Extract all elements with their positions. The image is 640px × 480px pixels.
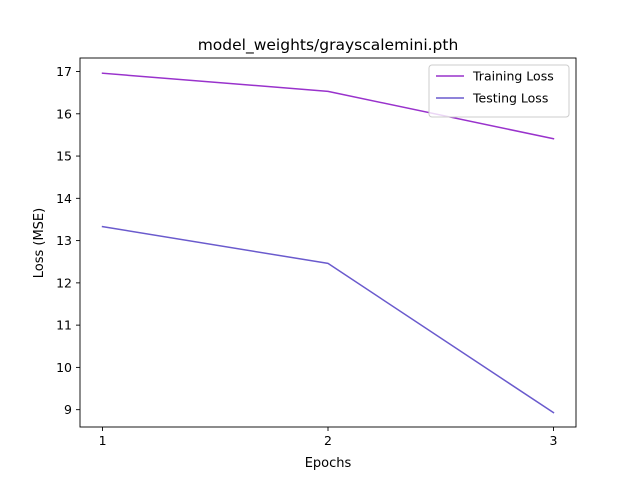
series-line-training-loss: [101, 72, 555, 140]
x-tick-label: 2: [324, 433, 332, 448]
legend-box: [428, 64, 570, 118]
x-axis-title: Epochs: [305, 456, 352, 471]
x-tick-label: 3: [549, 433, 557, 448]
legend-label: Training Loss: [472, 69, 554, 84]
y-axis-title: Loss (MSE): [32, 208, 47, 278]
legend: Training Loss Testing Loss: [428, 64, 570, 118]
y-tick-label: 16: [56, 106, 72, 121]
y-tick-label: 15: [56, 149, 72, 164]
y-tick-label: 13: [56, 233, 72, 248]
y-tick-label: 9: [64, 402, 72, 417]
y-tick-label: 17: [56, 64, 72, 79]
chart-title: model_weights/grayscalemini.pth: [198, 36, 459, 55]
y-tick-label: 14: [56, 191, 72, 206]
x-tick-label: 1: [99, 433, 107, 448]
y-tick-label: 11: [56, 318, 72, 333]
series-line-testing-loss: [101, 225, 555, 414]
y-tick-label: 10: [56, 360, 72, 375]
y-tick-label: 12: [56, 275, 72, 290]
legend-label: Testing Loss: [472, 91, 548, 106]
